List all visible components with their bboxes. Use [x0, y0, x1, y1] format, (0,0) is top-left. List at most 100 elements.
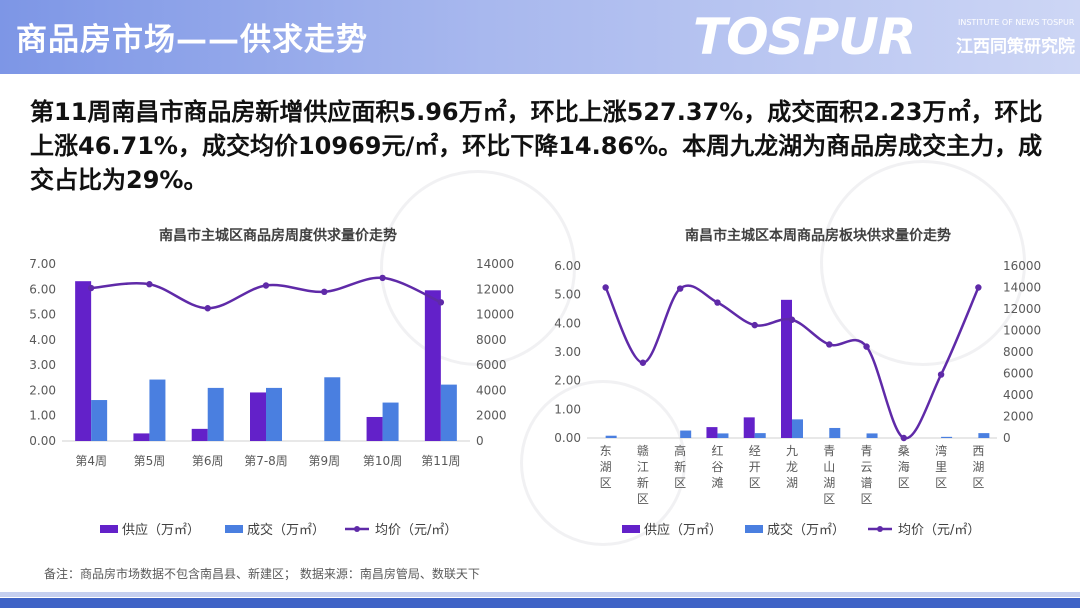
price-point: [321, 288, 328, 296]
x-tick-label: 桑: [898, 444, 910, 458]
price-point: [676, 285, 684, 292]
deal-bar: [382, 402, 399, 441]
x-tick-label: 第7-8周: [244, 454, 288, 468]
footnote: 备注：商品房市场数据不包含南昌县、新建区； 数据来源：南昌房管局、数联天下: [44, 567, 480, 581]
x-tick-label: 东: [600, 444, 612, 458]
bottom-accent-bar: [0, 592, 1080, 597]
y-left-tick: 6.00: [554, 259, 581, 273]
x-tick-label: 区: [674, 476, 686, 490]
x-tick-label: 里: [935, 460, 947, 474]
y-left-tick: 4.00: [554, 316, 581, 330]
legend-supply-label: 供应（万㎡）: [644, 522, 722, 538]
x-tick-label: 湖: [972, 459, 984, 474]
supply-bar: [191, 428, 208, 441]
deal-bar: [829, 427, 841, 438]
x-tick-label: 龙: [786, 460, 798, 474]
logo-main-text: TOSPUR: [693, 8, 916, 66]
supply-bar: [75, 281, 92, 441]
x-tick-label: 谷: [711, 460, 723, 474]
x-tick-label: 湖: [600, 459, 612, 474]
deal-bar: [91, 400, 108, 441]
price-point: [975, 284, 982, 291]
price-point: [146, 281, 153, 288]
y-right-tick: 10000: [476, 308, 514, 322]
deal-bar: [680, 430, 692, 438]
x-tick-label: 青: [823, 444, 835, 458]
y-left-tick: 2.00: [554, 374, 581, 388]
x-tick-label: 九: [786, 444, 798, 458]
deal-bar: [754, 433, 766, 438]
y-right-tick: 0: [476, 434, 484, 448]
legend-supply-swatch: [622, 525, 640, 533]
x-tick-label: 区: [823, 492, 835, 506]
x-tick-label: 赣: [637, 444, 649, 458]
legend-supply-swatch: [100, 525, 118, 533]
x-tick-label: 山: [823, 460, 835, 474]
x-tick-label: 海: [898, 459, 910, 474]
y-right-tick: 8000: [476, 333, 507, 347]
supply-bar: [366, 416, 383, 441]
x-tick-label: 江: [637, 460, 649, 474]
y-left-tick: 2.00: [29, 383, 56, 397]
y-right-tick: 10000: [1003, 324, 1041, 338]
y-right-tick: 4000: [1003, 388, 1034, 402]
weekly-supply-demand-chart: 南昌市主城区商品房周度供求量价走势 0.00 1.00 2.00 3.00 4.00 5.0…: [29, 227, 514, 538]
y-left-tick: 3.00: [29, 358, 56, 372]
price-point: [602, 284, 609, 291]
y-left-tick: 1.00: [554, 402, 581, 416]
x-tick-label: 第10周: [363, 454, 402, 468]
deal-bar: [605, 435, 617, 438]
y-right-tick: 14000: [1003, 281, 1041, 295]
watermark-seal-bottom: [520, 380, 686, 546]
deal-bar: [866, 433, 878, 438]
x-tick-label: 谱: [861, 476, 873, 490]
legend-deal-label: 成交（万㎡）: [767, 522, 845, 538]
supply-bar: [706, 427, 718, 438]
deal-bar: [266, 387, 282, 441]
legend-price-marker: [354, 526, 360, 532]
district-supply-demand-chart: 南昌市主城区本周商品房板块供求量价走势 0.00 1.00 2.00 3.00 4.00 5…: [554, 227, 1041, 538]
y-right-tick: 2000: [1003, 410, 1034, 424]
x-tick-label: 湖: [823, 475, 835, 490]
price-point: [379, 274, 386, 282]
y-right-tick: 12000: [1003, 302, 1041, 316]
y-right-tick: 6000: [476, 358, 507, 372]
x-tick-label: 区: [637, 492, 649, 506]
y-left-tick: 0.00: [29, 434, 56, 448]
supply-bar: [133, 433, 150, 441]
deal-bar: [792, 419, 803, 438]
deal-bar: [440, 384, 457, 441]
y-right-tick: 6000: [1003, 367, 1034, 381]
y-left-tick: 7.00: [29, 257, 56, 271]
x-tick-label: 第4周: [75, 454, 107, 468]
legend-deal-swatch: [745, 525, 763, 533]
watermark-seal-left: [380, 170, 576, 366]
deal-bar: [207, 387, 224, 441]
x-tick-label: 湖: [786, 475, 798, 490]
legend-supply-label: 供应（万㎡）: [122, 522, 200, 538]
x-tick-label: 第5周: [134, 454, 166, 468]
x-tick-label: 高: [674, 443, 686, 458]
price-point: [863, 343, 870, 350]
deal-bar: [324, 377, 341, 441]
y-left-tick: 6.00: [29, 282, 56, 296]
x-tick-label: 区: [935, 476, 947, 490]
price-point: [437, 299, 445, 306]
y-right-tick: 2000: [476, 409, 507, 423]
supply-bar: [781, 299, 792, 438]
y-right-tick: 14000: [476, 257, 514, 271]
x-tick-label: 湾: [935, 443, 947, 458]
price-point: [262, 282, 270, 289]
tospur-logo: TOSPUR INSTITUTE OF NEWS TOSPUR 江西同策研究院: [693, 6, 1075, 68]
price-point: [937, 371, 945, 378]
supply-bar: [250, 392, 266, 441]
logo-cn-text: 江西同策研究院: [956, 37, 1075, 57]
y-left-tick: 4.00: [29, 333, 56, 347]
x-tick-label: 云: [861, 460, 873, 474]
legend-price-label: 均价（元/㎡）: [375, 523, 457, 538]
y-right-tick: 4000: [476, 383, 507, 397]
x-tick-label: 新: [637, 475, 649, 490]
header-bar: 商品房市场——供求走势 TOSPUR INSTITUTE OF NEWS TOS…: [0, 0, 1080, 74]
x-tick-label: 青: [861, 444, 873, 458]
x-tick-label: 经: [749, 444, 761, 458]
